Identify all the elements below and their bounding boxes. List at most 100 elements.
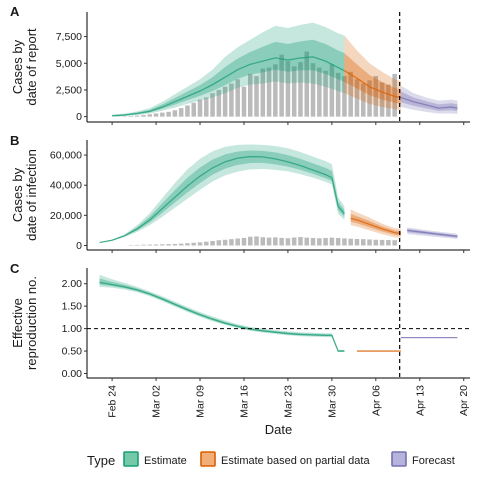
data-bar <box>197 242 203 246</box>
x-tick-label: Apr 20 <box>458 385 470 416</box>
credible-interval-90 <box>99 144 345 243</box>
data-bar <box>229 83 234 117</box>
data-bar <box>185 105 190 117</box>
data-bar <box>191 102 196 117</box>
y-tick-label: 60,000 <box>50 150 82 162</box>
data-bar <box>235 238 240 246</box>
data-bar <box>241 86 247 117</box>
x-tick-label: Mar 30 <box>326 385 338 418</box>
data-bar <box>266 67 272 117</box>
median-line <box>407 229 458 238</box>
data-bar <box>241 237 247 246</box>
data-bar <box>317 67 322 117</box>
data-bar <box>134 244 140 246</box>
legend-label: Estimate based on partial data <box>221 455 370 467</box>
data-bar <box>260 68 266 117</box>
data-bar <box>379 239 385 246</box>
data-bar <box>317 238 322 246</box>
credible-interval-90 <box>99 274 345 352</box>
series-estimate <box>99 274 345 352</box>
credible-interval-90 <box>344 35 401 111</box>
y-tick-label: 2,500 <box>56 84 82 96</box>
data-bar <box>128 116 134 117</box>
data-bar <box>304 237 310 246</box>
median-line <box>99 281 345 352</box>
data-bar <box>260 237 266 246</box>
data-bar <box>329 64 335 117</box>
median-line <box>112 56 345 117</box>
legend-key <box>123 451 139 467</box>
data-bar <box>172 110 178 117</box>
series-forecast <box>400 336 458 339</box>
data-bar <box>134 115 140 117</box>
data-bar <box>361 239 366 246</box>
y-axis-title-line-2: date of infection <box>24 149 39 241</box>
median-line <box>344 70 402 99</box>
y-axis-title-line-1: Cases by <box>10 167 25 222</box>
data-bar <box>373 76 379 117</box>
y-tick-label: 7,500 <box>56 31 82 43</box>
data-bar <box>191 242 196 246</box>
data-bar <box>185 243 190 246</box>
y-axis-title-line-1: Effective <box>10 298 25 348</box>
data-bar <box>197 99 203 117</box>
data-bar <box>373 239 379 246</box>
credible-interval-90 <box>400 85 458 114</box>
data-bar <box>204 241 209 246</box>
data-bar <box>354 79 360 117</box>
data-bar <box>216 240 222 246</box>
data-bar <box>279 54 284 117</box>
credible-interval-50 <box>400 91 458 112</box>
data-bar <box>247 236 253 246</box>
data-bar <box>348 71 353 117</box>
data-bar <box>147 114 153 117</box>
data-bar <box>166 111 171 117</box>
data-bar <box>304 51 310 117</box>
data-bar <box>329 237 335 246</box>
data-bar <box>298 237 303 246</box>
series-forecast <box>407 227 458 239</box>
data-bar <box>153 113 159 117</box>
data-bar <box>348 238 353 246</box>
y-tick-label: 0.50 <box>62 346 83 358</box>
series-estimate-based-on-partial-data <box>344 35 402 111</box>
data-bar <box>335 237 341 246</box>
x-tick-label: Feb 24 <box>107 385 119 418</box>
data-bar <box>335 72 341 117</box>
series-estimate <box>99 144 345 244</box>
legend-title: Type <box>87 453 115 468</box>
data-bar <box>310 237 316 246</box>
credible-interval-50 <box>99 150 345 243</box>
y-tick-label: 0 <box>76 240 82 252</box>
panel-a: A 0 2,500 5,000 7,500 Cases by date of report <box>10 4 470 125</box>
data-bar <box>210 93 215 117</box>
legend: Type Estimate Estimate based on partial da… <box>87 451 455 468</box>
legend-label: Forecast <box>412 455 455 467</box>
data-bar <box>342 238 347 246</box>
panel-letter: B <box>10 133 19 148</box>
data-bar <box>147 244 153 246</box>
data-bar <box>323 70 328 117</box>
y-tick-label: 1.00 <box>62 323 83 335</box>
data-bar <box>392 73 397 117</box>
data-bar <box>210 240 215 246</box>
legend-entry: Estimate based on partial data <box>200 451 370 467</box>
data-bar <box>367 239 372 246</box>
median-line <box>350 217 402 235</box>
data-bar <box>160 112 165 117</box>
data-bar <box>178 108 184 117</box>
y-tick-label: 0.00 <box>62 368 83 380</box>
panel-b: B 0 20,000 40,000 60,000 Cases by date of infe… <box>10 133 470 253</box>
data-bar <box>216 89 222 117</box>
legend-key <box>391 451 407 467</box>
x-tick-label: Apr 13 <box>414 385 426 416</box>
y-axis-title-line-2: date of report <box>24 28 39 106</box>
data-bar <box>254 76 259 117</box>
data-bar <box>247 73 253 117</box>
series-estimate-based-on-partial-data <box>356 350 401 352</box>
data-bar <box>141 244 146 246</box>
data-bar <box>342 76 347 117</box>
panel-letter: A <box>10 4 20 19</box>
credible-interval-50 <box>112 39 345 117</box>
